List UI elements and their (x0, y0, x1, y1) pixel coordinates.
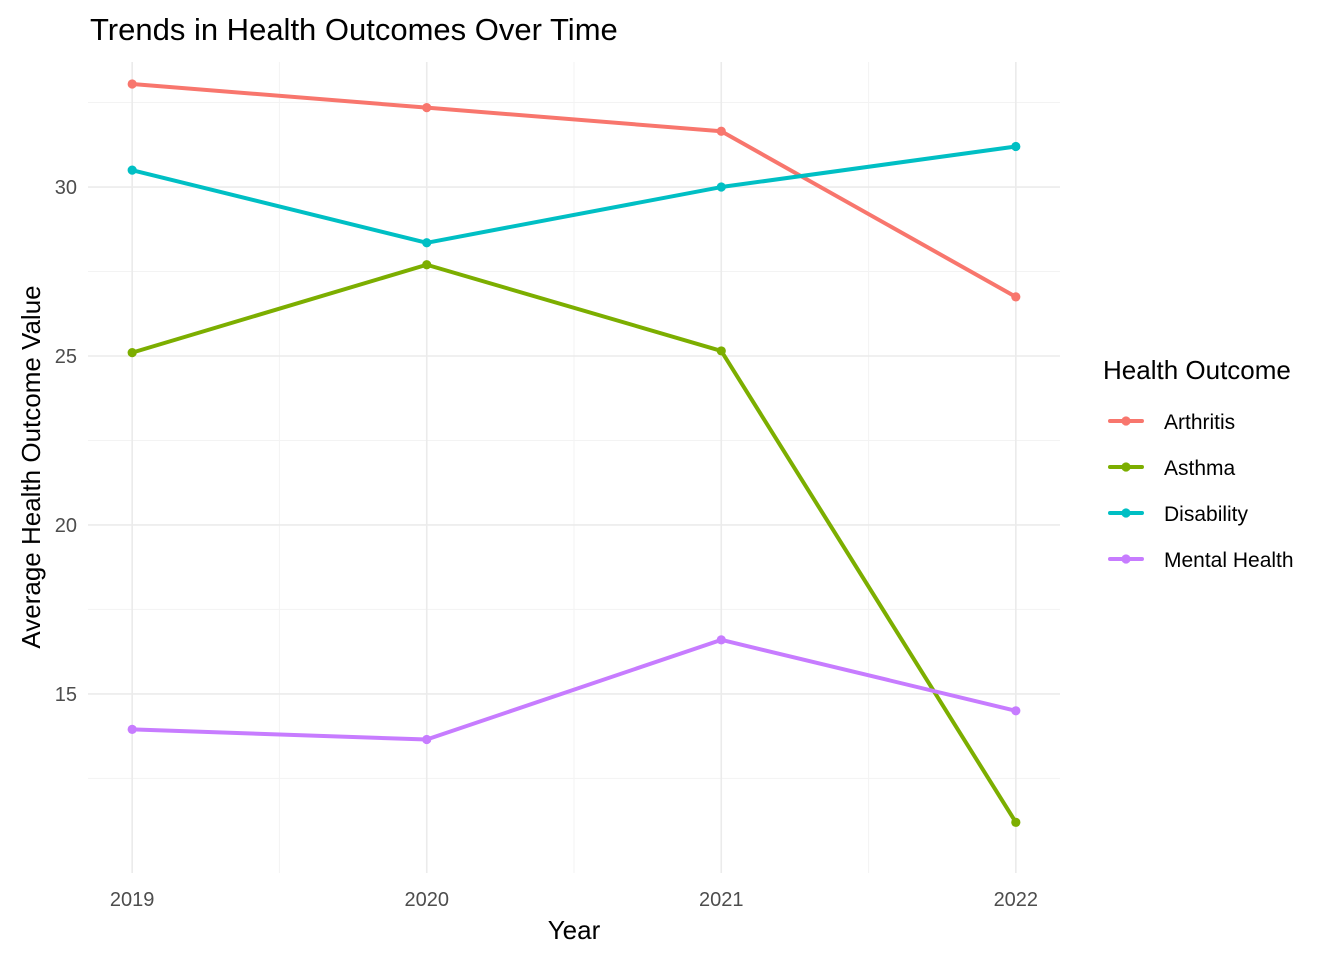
series-mental-health (127, 635, 1021, 745)
legend-key-point (1121, 462, 1131, 472)
y-tick-label: 30 (55, 177, 77, 199)
series-layer (127, 79, 1021, 827)
x-tick-label: 2021 (699, 889, 744, 911)
legend-item-disability: Disability (1108, 503, 1249, 526)
y-axis-title: Average Health Outcome Value (16, 285, 46, 648)
chart-title: Trends in Health Outcomes Over Time (90, 12, 618, 47)
x-tick-label: 2019 (110, 889, 155, 911)
series-asthma (127, 260, 1021, 827)
data-point-mental-health (422, 734, 432, 745)
grid (88, 62, 1060, 873)
series-arthritis (127, 79, 1021, 302)
legend-item-asthma: Asthma (1108, 457, 1236, 480)
y-tick-label: 20 (55, 515, 77, 537)
legend-key-point (1121, 554, 1131, 564)
data-point-mental-health (127, 724, 137, 734)
data-point-disability (1011, 141, 1021, 152)
data-point-arthritis (127, 79, 137, 89)
legend-items: Arthritis Asthma Disability Mental Health (1108, 411, 1294, 572)
legend: Health Outcome Arthritis Asthma Disability… (1103, 355, 1294, 572)
legend-item-mental-health: Mental Health (1108, 549, 1294, 572)
x-axis-ticks: 2019 2020 2021 2022 (110, 889, 1038, 911)
legend-label: Arthritis (1164, 411, 1235, 434)
data-point-asthma (127, 348, 137, 358)
data-point-arthritis (1011, 292, 1021, 302)
series-disability (127, 141, 1021, 248)
y-tick-label: 15 (55, 684, 77, 706)
data-point-disability (716, 182, 726, 192)
data-point-disability (127, 165, 137, 175)
data-point-asthma (422, 260, 432, 270)
series-line-arthritis (130, 81, 1018, 299)
series-line-mental-health (130, 637, 1018, 742)
legend-title: Health Outcome (1103, 355, 1291, 385)
x-tick-label: 2022 (994, 889, 1039, 911)
data-point-arthritis (716, 126, 726, 136)
series-line-disability (130, 144, 1018, 245)
data-point-arthritis (422, 103, 432, 113)
y-axis-ticks: 15 20 25 30 (55, 177, 77, 706)
legend-item-arthritis: Arthritis (1108, 411, 1235, 434)
y-tick-label: 25 (55, 346, 77, 368)
data-point-mental-health (1011, 706, 1021, 716)
legend-key-point (1121, 416, 1131, 426)
data-point-asthma (716, 346, 726, 356)
x-tick-label: 2020 (404, 889, 449, 911)
legend-key-point (1121, 508, 1131, 518)
data-point-disability (422, 238, 432, 248)
x-axis-title: Year (548, 915, 601, 945)
series-line-asthma (130, 262, 1018, 825)
legend-label: Mental Health (1164, 549, 1294, 572)
legend-label: Asthma (1164, 457, 1236, 480)
legend-label: Disability (1164, 503, 1249, 526)
data-point-asthma (1011, 817, 1021, 827)
data-point-mental-health (716, 635, 726, 645)
